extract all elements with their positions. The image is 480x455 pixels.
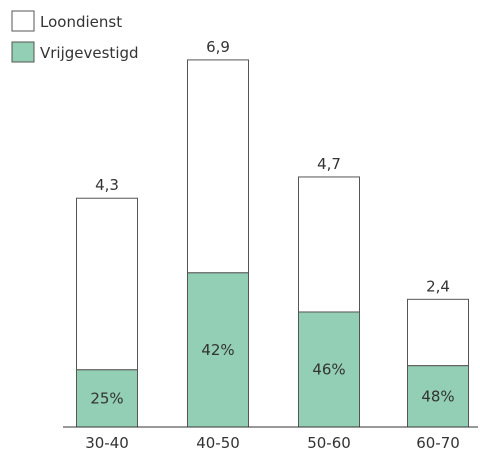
bar-segment-loondienst-30-40 [76, 197, 138, 371]
x-axis-tick-labels: 30-40 40-50 50-60 60-70 [85, 434, 460, 452]
bar-total-label: 6,9 [206, 38, 230, 56]
bar-percent-label: 42% [201, 341, 234, 359]
bar-segment-loondienst-60-70 [407, 298, 469, 367]
bar-total-label: 4,3 [95, 176, 119, 194]
bar-segment-vrijgevestigd-30-40 [76, 369, 138, 428]
bar-percent-label: 25% [90, 389, 123, 407]
legend-label-loondienst: Loondienst [40, 13, 122, 31]
legend-swatch-vrijgevestigd [11, 41, 35, 63]
legend: Loondienst Vrijgevestigd [11, 10, 139, 63]
bars: 4,3 25% 6,9 42% 4,7 46% 2,4 48% [76, 38, 469, 428]
legend-swatch-loondienst [11, 10, 35, 32]
bar-total-label: 4,7 [317, 155, 341, 173]
x-tick-label: 30-40 [85, 434, 129, 452]
bar-segment-vrijgevestigd-50-60 [298, 311, 360, 428]
bar-segment-vrijgevestigd-40-50 [187, 272, 249, 428]
bar-percent-label: 46% [312, 360, 345, 378]
bar-segment-loondienst-40-50 [187, 59, 249, 274]
x-tick-label: 40-50 [196, 434, 240, 452]
x-tick-label: 60-70 [416, 434, 460, 452]
bar-segment-loondienst-50-60 [298, 176, 360, 313]
bar-total-label: 2,4 [426, 277, 450, 295]
bar-segment-vrijgevestigd-60-70 [407, 365, 469, 428]
legend-label-vrijgevestigd: Vrijgevestigd [40, 44, 139, 62]
x-tick-label: 50-60 [307, 434, 351, 452]
bar-percent-label: 48% [421, 387, 454, 405]
